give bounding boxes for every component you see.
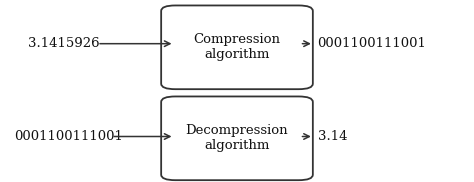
Text: 3.14: 3.14 — [318, 130, 347, 143]
Text: 0001100111001: 0001100111001 — [14, 130, 123, 143]
Text: Compression
algorithm: Compression algorithm — [193, 33, 281, 61]
Text: 0001100111001: 0001100111001 — [318, 37, 427, 50]
Text: Decompression
algorithm: Decompression algorithm — [186, 124, 288, 152]
Text: 3.1415926: 3.1415926 — [28, 37, 100, 50]
FancyBboxPatch shape — [161, 5, 313, 89]
FancyBboxPatch shape — [161, 96, 313, 180]
